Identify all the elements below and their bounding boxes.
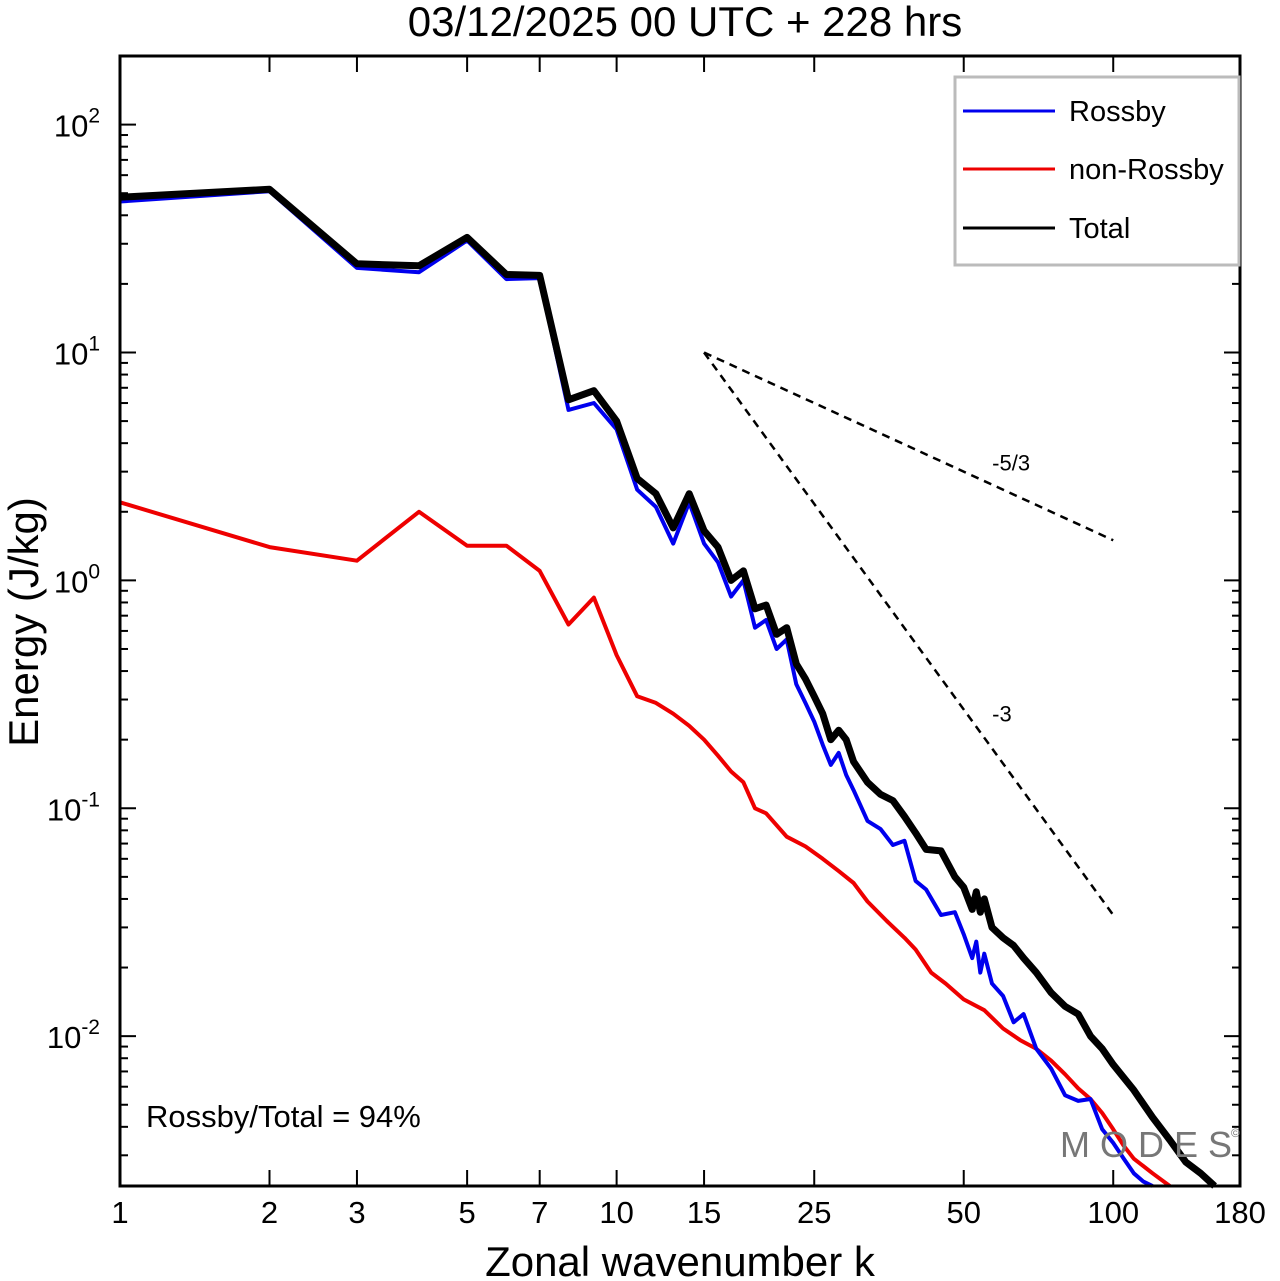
reference-slope-line: [703, 351, 1115, 916]
reference-slope-line: [703, 351, 1114, 542]
series-line-rossby: [119, 189, 1154, 1188]
x-tick-label: 100: [1087, 1195, 1139, 1230]
y-tick-label: 10-1: [47, 788, 100, 827]
reference-slope-label: -5/3: [992, 450, 1030, 475]
legend-label-non-rossby: non-Rossby: [1069, 154, 1224, 186]
legend-label-rossby: Rossby: [1069, 96, 1166, 128]
legend-box: [953, 75, 1241, 267]
y-tick-label: 101: [54, 332, 100, 371]
x-tick-label: 15: [687, 1195, 721, 1230]
chart-title: 03/12/2025 00 UTC + 228 hrs: [408, 0, 963, 45]
x-tick-label: 10: [599, 1195, 633, 1230]
x-tick-label: 25: [797, 1195, 831, 1230]
legend-label-total: Total: [1069, 213, 1130, 245]
series-layer: [119, 185, 1217, 1189]
y-tick-label: 100: [54, 560, 100, 599]
y-axis-label: Energy (J/kg): [0, 497, 47, 747]
reference-slope-label: -3: [992, 701, 1012, 726]
x-axis-label: Zonal wavenumber k: [485, 1238, 876, 1281]
rossby-ratio-annotation: Rossby/Total = 94%: [146, 1099, 421, 1134]
legend: Rossby non-Rossby Total: [953, 75, 1241, 267]
y-tick-labels: 102 101 100 10-1 10-2: [47, 105, 100, 1056]
copyright-mark: ©: [1231, 1126, 1240, 1140]
reference-slopes: -5/3 -3: [703, 351, 1115, 916]
x-tick-labels: 1 2 3 5 7 10 15 25 50 100 180: [111, 1195, 1265, 1230]
modes-watermark: MODES: [1060, 1124, 1242, 1165]
x-tick-label: 7: [531, 1195, 548, 1230]
x-tick-label: 50: [946, 1195, 980, 1230]
y-tick-label: 102: [54, 105, 100, 144]
x-tick-label: 2: [261, 1195, 278, 1230]
x-tick-label: 1: [111, 1195, 128, 1230]
y-tick-label: 10-2: [47, 1016, 100, 1055]
x-tick-label: 180: [1214, 1195, 1266, 1230]
x-tick-label: 3: [348, 1195, 365, 1230]
x-tick-label: 5: [458, 1195, 475, 1230]
series-line-non-rossby: [119, 500, 1171, 1188]
plot-frame: [118, 54, 1242, 1188]
series-line-total: [119, 185, 1217, 1189]
